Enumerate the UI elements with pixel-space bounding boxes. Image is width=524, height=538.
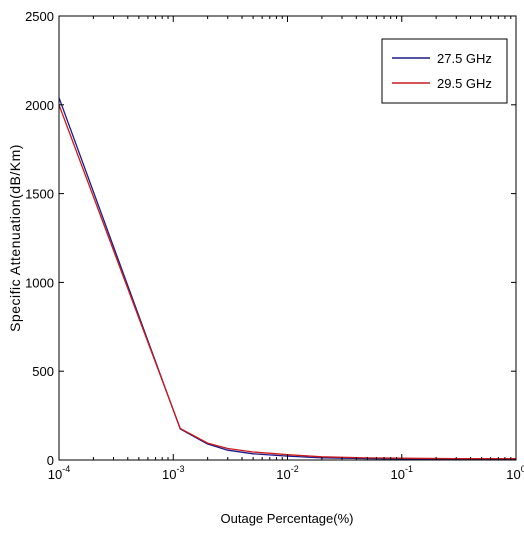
x-tick-base: 10	[162, 467, 176, 482]
y-axis-label: Specific Attenuation(dB/Km)	[7, 144, 23, 332]
y-tick-label: 2500	[25, 9, 54, 24]
legend: 27.5 GHz 29.5 GHz	[381, 38, 508, 104]
x-tick-exponent: -2	[291, 464, 299, 474]
y-tick-label: 1000	[25, 275, 54, 290]
x-tick-label: 10-1	[391, 464, 413, 482]
x-tick-exponent: -1	[405, 464, 413, 474]
x-tick-base: 10	[391, 467, 405, 482]
y-tick-label: 500	[32, 364, 54, 379]
plot-frame	[58, 15, 517, 461]
x-tick-label: 100	[506, 464, 524, 482]
y-tick-label: 2000	[25, 98, 54, 113]
legend-box	[381, 38, 508, 104]
x-tick-exponent: 0	[521, 464, 524, 474]
x-tick-label: 10-3	[162, 464, 184, 482]
legend-label-1: 27.5 GHz	[437, 51, 492, 66]
legend-label-2: 29.5 GHz	[437, 76, 492, 91]
x-tick-base: 10	[48, 467, 62, 482]
y-tick-label: 1500	[25, 187, 54, 202]
y-tick-label: 0	[47, 453, 54, 468]
x-axis-label: Outage Percentage(%)	[221, 511, 354, 526]
x-tick-label: 10-4	[48, 464, 70, 482]
x-tick-label: 10-2	[276, 464, 298, 482]
x-tick-base: 10	[506, 467, 520, 482]
x-tick-exponent: -3	[176, 464, 184, 474]
x-tick-exponent: -4	[62, 464, 70, 474]
x-tick-base: 10	[276, 467, 290, 482]
